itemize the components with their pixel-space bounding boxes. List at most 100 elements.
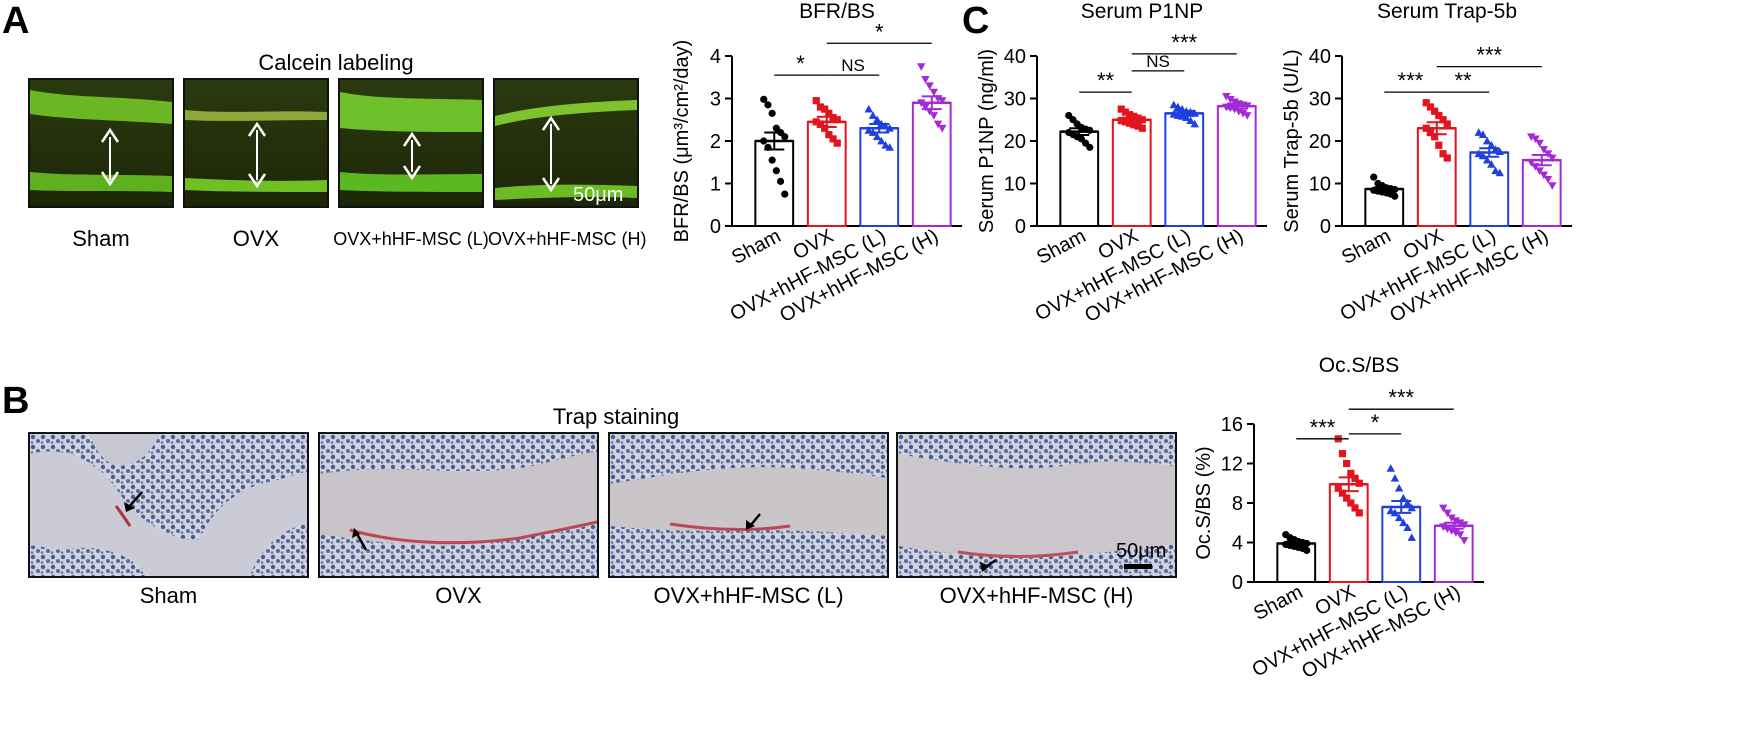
data-point (829, 135, 837, 143)
y-tick-label: 0 (1015, 216, 1026, 238)
data-point (929, 112, 939, 120)
bar (754, 140, 795, 227)
data-point (821, 124, 829, 132)
data-point (1234, 107, 1244, 116)
data-point (1491, 166, 1500, 175)
data-point (1422, 99, 1430, 107)
significance-label: *** (1388, 385, 1414, 410)
bar (1111, 118, 1152, 227)
data-point (1370, 173, 1378, 181)
trap-image-sham (28, 432, 309, 578)
y-axis-label: Serum Trap-5b (U/L) (1281, 49, 1303, 232)
y-tick-label: 0 (1320, 216, 1331, 238)
data-point (1539, 146, 1549, 154)
data-point (1435, 141, 1443, 149)
data-point (1130, 112, 1138, 120)
data-point (1126, 119, 1134, 127)
data-point (825, 131, 833, 139)
data-point (1495, 168, 1504, 177)
data-point (1338, 489, 1347, 497)
calcein-image-sham (28, 78, 174, 208)
bar (859, 127, 900, 227)
data-point (1443, 509, 1452, 518)
bar (1164, 112, 1205, 227)
data-point (833, 116, 841, 124)
data-point (1435, 111, 1443, 120)
data-point (1334, 484, 1342, 492)
y-tick-label: 2 (710, 131, 721, 153)
data-point (1186, 116, 1195, 124)
data-point (1117, 105, 1125, 113)
data-point (1226, 95, 1235, 104)
y-axis-label: Serum P1NP (ng/ml) (976, 49, 998, 233)
data-point (1086, 143, 1094, 151)
data-point (1451, 517, 1461, 525)
data-point (1390, 474, 1400, 482)
data-point (925, 82, 934, 90)
data-point (781, 133, 789, 141)
data-point (1355, 509, 1363, 517)
y-tick-label: 10 (1309, 174, 1331, 196)
significance-label: * (796, 51, 805, 76)
y-axis-label: Oc.S/BS (%) (1193, 446, 1215, 559)
panel-letter-c: C (962, 0, 990, 42)
y-tick-label: 20 (1004, 131, 1026, 153)
data-point (1548, 154, 1557, 163)
significance-label: *** (1476, 43, 1502, 68)
trap-scale-bar (1124, 564, 1152, 569)
data-point (1531, 135, 1540, 144)
data-point (1394, 483, 1404, 492)
y-tick-label: 8 (1232, 493, 1243, 515)
data-point (1238, 110, 1248, 118)
data-point (1431, 107, 1439, 115)
data-point (1460, 537, 1469, 545)
bar (1216, 105, 1257, 227)
data-point (1173, 102, 1183, 111)
y-tick-label: 4 (1232, 533, 1243, 555)
data-point (1548, 182, 1557, 190)
category-label: Sham (1338, 225, 1394, 269)
trap-image-high: 50μm (896, 432, 1177, 578)
trap-caption-low: OVX+hHF-MSC (L) (653, 583, 844, 608)
significance-label: ** (1097, 68, 1115, 93)
data-point (872, 115, 882, 124)
trap-caption-high: OVX+hHF-MSC (H) (939, 583, 1134, 608)
trap-image-low (608, 432, 889, 578)
category-label: Sham (1250, 581, 1306, 625)
data-point (1222, 93, 1231, 101)
data-point (1134, 122, 1142, 130)
significance-label: *** (1310, 415, 1336, 440)
data-point (921, 76, 930, 84)
data-point (1535, 139, 1544, 148)
significance-label: * (875, 19, 884, 44)
y-tick-label: 0 (1232, 572, 1243, 594)
data-point (1190, 119, 1199, 128)
data-point (816, 120, 825, 128)
trap-caption-sham: Sham (139, 583, 198, 608)
chart-title: Oc.S/BS (1319, 354, 1400, 377)
data-point (781, 190, 789, 198)
y-tick-label: 40 (1004, 46, 1026, 68)
data-point (1338, 450, 1347, 458)
trap-scale-bar-label: 50μm (1116, 540, 1167, 562)
y-tick-label: 3 (710, 89, 721, 111)
data-point (812, 97, 820, 105)
data-point (1482, 155, 1492, 164)
chart-title: Serum Trap-5b (1377, 0, 1517, 23)
y-tick-label: 0 (710, 216, 721, 238)
data-point (764, 101, 772, 109)
data-point (885, 143, 894, 151)
data-point (1343, 459, 1351, 468)
data-point (760, 95, 768, 103)
category-label: Sham (728, 225, 784, 269)
data-point (917, 63, 926, 71)
data-point (1343, 494, 1351, 502)
significance-label: *** (1398, 68, 1424, 93)
data-point (1391, 192, 1399, 200)
calcein-title: Calcein labeling (258, 50, 414, 75)
data-point (821, 105, 829, 113)
calcein-caption-low: OVX+hHF-MSC (L) (333, 229, 489, 249)
data-point (921, 103, 930, 112)
y-tick-label: 4 (710, 46, 721, 68)
y-tick-label: 40 (1309, 46, 1331, 68)
